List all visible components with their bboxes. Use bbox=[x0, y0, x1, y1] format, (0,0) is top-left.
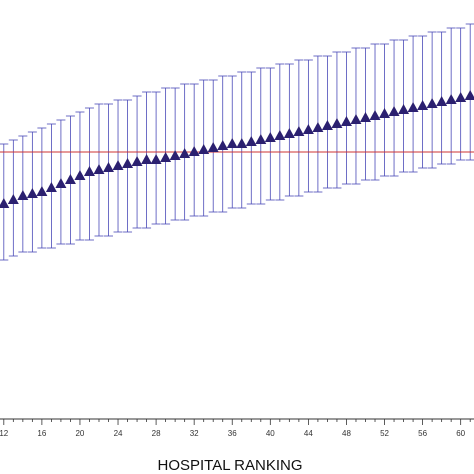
data-point-triangle bbox=[93, 164, 105, 174]
data-point-triangle bbox=[122, 158, 134, 168]
data-point-triangle bbox=[245, 136, 257, 146]
data-point-triangle bbox=[369, 110, 381, 120]
data-point-triangle bbox=[407, 102, 419, 112]
data-point-triangle bbox=[0, 198, 10, 208]
data-point-triangle bbox=[55, 178, 67, 188]
x-tick-label: 16 bbox=[37, 429, 46, 438]
data-point-triangle bbox=[207, 142, 219, 152]
x-tick-label: 52 bbox=[380, 429, 389, 438]
data-point-triangle bbox=[455, 92, 467, 102]
x-tick-label: 32 bbox=[190, 429, 199, 438]
data-point-triangle bbox=[83, 166, 95, 176]
x-tick-group: 12 16 20 24 28 32 36 40 44 48 52 56 60 bbox=[0, 419, 471, 438]
data-point-triangle bbox=[141, 154, 153, 164]
x-tick-label: 20 bbox=[75, 429, 84, 438]
data-point-triangle bbox=[331, 118, 343, 128]
data-point-triangle bbox=[445, 94, 457, 104]
data-point-triangle bbox=[7, 194, 19, 204]
data-point-triangle bbox=[236, 138, 248, 148]
data-point-triangle bbox=[388, 106, 400, 116]
data-point-triangle bbox=[17, 190, 29, 200]
data-point-triangle bbox=[321, 120, 333, 130]
data-point-triangle bbox=[379, 108, 391, 118]
data-point-triangle bbox=[198, 144, 210, 154]
data-point-triangle bbox=[398, 104, 410, 114]
data-point-triangle bbox=[112, 160, 124, 170]
point-group bbox=[0, 90, 474, 208]
data-point-triangle bbox=[169, 150, 181, 160]
x-tick-label: 36 bbox=[228, 429, 237, 438]
data-point-triangle bbox=[103, 162, 115, 172]
data-point-triangle bbox=[74, 170, 86, 180]
data-point-triangle bbox=[188, 146, 200, 156]
data-point-triangle bbox=[160, 152, 172, 162]
data-point-triangle bbox=[359, 112, 371, 122]
data-point-triangle bbox=[340, 116, 352, 126]
data-point-triangle bbox=[255, 134, 267, 144]
x-tick-label: 60 bbox=[456, 429, 465, 438]
data-point-triangle bbox=[283, 128, 295, 138]
x-tick-label: 56 bbox=[418, 429, 427, 438]
x-tick-label: 48 bbox=[342, 429, 351, 438]
data-point-triangle bbox=[302, 124, 314, 134]
data-point-triangle bbox=[226, 138, 238, 148]
data-point-triangle bbox=[179, 148, 191, 158]
data-point-triangle bbox=[45, 182, 57, 192]
data-point-triangle bbox=[26, 188, 38, 198]
x-tick-label: 40 bbox=[266, 429, 275, 438]
data-point-triangle bbox=[264, 132, 276, 142]
data-point-triangle bbox=[293, 126, 305, 136]
x-tick-label: 44 bbox=[304, 429, 313, 438]
data-point-triangle bbox=[131, 156, 143, 166]
x-tick-label: 28 bbox=[152, 429, 161, 438]
data-point-triangle bbox=[36, 186, 48, 196]
data-point-triangle bbox=[312, 122, 324, 132]
data-point-triangle bbox=[217, 140, 229, 150]
x-axis-title: HOSPITAL RANKING bbox=[157, 457, 302, 474]
data-point-triangle bbox=[464, 90, 474, 100]
errorbar-group bbox=[0, 23, 474, 261]
data-point-triangle bbox=[150, 154, 162, 164]
data-point-triangle bbox=[64, 174, 76, 184]
data-point-triangle bbox=[436, 96, 448, 106]
data-point-triangle bbox=[274, 130, 286, 140]
x-tick-label: 12 bbox=[0, 429, 9, 438]
data-point-triangle bbox=[417, 100, 429, 110]
data-point-triangle bbox=[350, 114, 362, 124]
x-tick-label: 24 bbox=[114, 429, 123, 438]
data-point-triangle bbox=[426, 98, 438, 108]
